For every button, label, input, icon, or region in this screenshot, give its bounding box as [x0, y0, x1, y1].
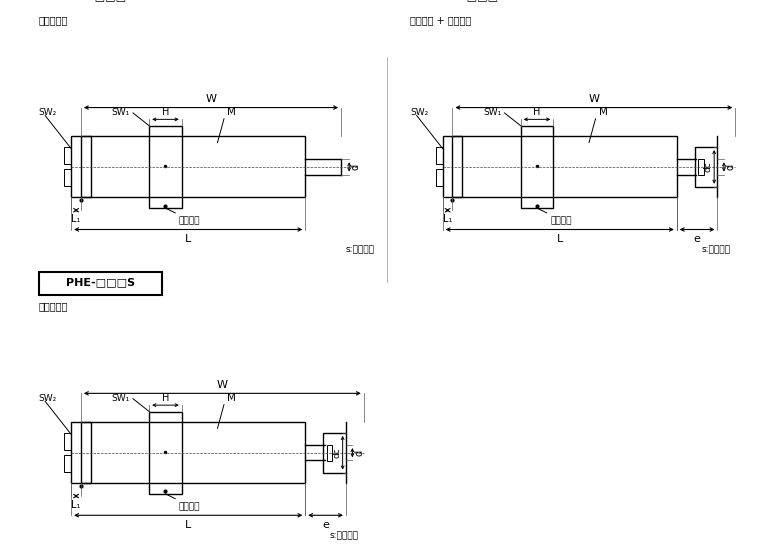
Text: M: M — [228, 393, 236, 403]
Text: 锁定螺母: 锁定螺母 — [179, 502, 200, 511]
Text: PHE-□□□S: PHE-□□□S — [66, 277, 135, 287]
Bar — [327, 445, 332, 461]
Text: 无不锈锤头: 无不锈锤头 — [39, 16, 68, 26]
Text: SW₂: SW₂ — [410, 108, 429, 117]
Bar — [453, 137, 676, 198]
Bar — [64, 455, 71, 472]
Text: s:最大行程: s:最大行程 — [701, 246, 730, 254]
Text: H: H — [162, 393, 170, 403]
Bar — [71, 422, 91, 483]
Text: SW₁: SW₁ — [111, 108, 130, 117]
Bar — [698, 159, 704, 175]
Text: 带塑料垫 + 不锈锤头: 带塑料垫 + 不锈锤头 — [410, 16, 471, 26]
Bar — [81, 137, 305, 198]
Bar — [64, 170, 71, 186]
Text: W: W — [588, 94, 599, 104]
Text: dc: dc — [704, 162, 713, 172]
Text: d: d — [725, 164, 735, 170]
Text: L: L — [557, 234, 563, 244]
Text: PHE-□□□D: PHE-□□□D — [65, 0, 135, 1]
Text: SW₂: SW₂ — [39, 393, 57, 403]
Text: W: W — [205, 94, 217, 104]
Text: 锁定螺母: 锁定螺母 — [550, 216, 571, 225]
Text: e: e — [322, 520, 329, 530]
Text: M: M — [228, 107, 236, 117]
Text: 锁定螺母: 锁定螺母 — [179, 216, 200, 225]
Bar — [64, 147, 71, 165]
Text: H: H — [533, 107, 541, 117]
Text: 带不锈锤头: 带不锈锤头 — [39, 301, 68, 311]
Text: L: L — [185, 520, 191, 530]
Bar — [521, 126, 553, 208]
Text: W: W — [217, 380, 228, 390]
Text: L: L — [185, 234, 191, 244]
Bar — [149, 126, 182, 208]
Text: L₁: L₁ — [443, 214, 452, 224]
Bar — [39, 0, 163, 9]
Text: H: H — [162, 107, 170, 117]
Text: s:最大行程: s:最大行程 — [330, 531, 358, 540]
Bar — [436, 170, 443, 186]
Bar — [64, 433, 71, 450]
Bar — [324, 433, 346, 473]
Bar — [436, 147, 443, 165]
Text: L₁: L₁ — [71, 214, 80, 224]
Bar — [695, 147, 717, 187]
Text: SW₁: SW₁ — [483, 108, 502, 117]
Text: e: e — [694, 234, 700, 244]
Bar — [39, 272, 163, 295]
Bar — [81, 422, 305, 483]
Bar — [71, 137, 91, 198]
Text: dc: dc — [332, 448, 341, 458]
Text: d: d — [351, 164, 361, 170]
Bar — [410, 0, 534, 9]
Text: PHE-□□□K: PHE-□□□K — [437, 0, 507, 1]
Text: SW₂: SW₂ — [39, 108, 57, 117]
Text: d: d — [354, 450, 364, 456]
Text: L₁: L₁ — [71, 500, 80, 510]
Text: SW₁: SW₁ — [111, 394, 130, 403]
Text: M: M — [599, 107, 608, 117]
Text: s:最大行程: s:最大行程 — [346, 246, 375, 254]
Bar — [149, 412, 182, 494]
Bar — [443, 137, 462, 198]
